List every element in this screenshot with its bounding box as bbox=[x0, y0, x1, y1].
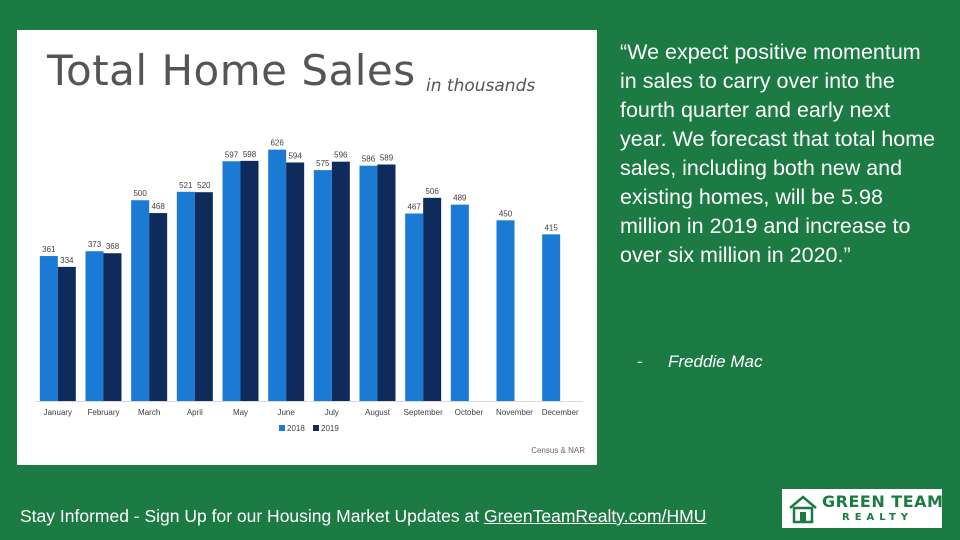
bar-2018-november bbox=[496, 220, 515, 401]
x-tick-label: September bbox=[404, 408, 443, 417]
bar-2018-october bbox=[450, 204, 469, 401]
data-label: 594 bbox=[288, 151, 302, 160]
data-label: 596 bbox=[334, 151, 348, 160]
bar-chart: 361 334 January 373 368 February 500 468 March 52… bbox=[35, 139, 583, 433]
data-label: 467 bbox=[407, 202, 421, 211]
source-note: Census & NAR bbox=[531, 446, 585, 455]
data-label: 415 bbox=[544, 223, 558, 232]
legend-swatch-2019 bbox=[313, 425, 319, 431]
house-icon bbox=[789, 495, 817, 524]
chart-title: Total Home Sales bbox=[47, 46, 416, 95]
bar-2018-april bbox=[176, 191, 195, 401]
x-tick-label: January bbox=[44, 408, 72, 417]
data-label: 368 bbox=[106, 242, 120, 251]
bar-2019-july bbox=[331, 161, 350, 401]
data-label: 500 bbox=[133, 189, 147, 198]
bar-2018-february bbox=[85, 251, 104, 401]
data-label: 597 bbox=[225, 150, 239, 159]
quote-text: “We expect positive momentum in sales to… bbox=[620, 40, 936, 267]
x-tick-label: August bbox=[365, 408, 391, 417]
legend-label-2019: 2019 bbox=[321, 424, 339, 433]
bar-2018-december bbox=[542, 234, 561, 401]
bar-2019-august bbox=[377, 164, 396, 401]
x-tick-label: June bbox=[277, 408, 295, 417]
x-tick-label: November bbox=[496, 408, 533, 417]
data-label: 468 bbox=[151, 202, 165, 211]
footer-message: Stay Informed - Sign Up for our Housing … bbox=[20, 506, 484, 526]
bar-2019-september bbox=[423, 197, 442, 401]
bar-2019-may bbox=[240, 160, 259, 401]
x-tick-label: December bbox=[542, 408, 579, 417]
bar-2019-february bbox=[103, 253, 122, 401]
x-tick-label: April bbox=[187, 408, 203, 417]
bar-2018-may bbox=[222, 161, 241, 401]
x-tick-label: October bbox=[455, 408, 484, 417]
chart-subtitle: in thousands bbox=[426, 76, 536, 96]
bar-2018-august bbox=[359, 165, 378, 401]
x-tick-label: February bbox=[87, 408, 119, 417]
data-label: 520 bbox=[197, 181, 211, 190]
logo-line2: REALTY bbox=[842, 512, 914, 523]
bar-2019-june bbox=[286, 162, 305, 401]
data-label: 373 bbox=[88, 240, 102, 249]
data-label: 589 bbox=[380, 153, 394, 162]
legend-label-2018: 2018 bbox=[287, 424, 305, 433]
logo-line1: GREEN TEAM bbox=[822, 492, 942, 511]
quote-attribution: - Freddie Mac bbox=[637, 352, 762, 372]
bar-2018-september bbox=[405, 213, 424, 401]
data-label: 575 bbox=[316, 159, 330, 168]
footer-text: Stay Informed - Sign Up for our Housing … bbox=[20, 506, 706, 527]
bar-2019-march bbox=[149, 213, 168, 401]
bar-2018-june bbox=[268, 149, 287, 401]
data-label: 626 bbox=[270, 139, 284, 148]
footer-link[interactable]: GreenTeamRealty.com/HMU bbox=[483, 506, 707, 526]
attribution-name: Freddie Mac bbox=[668, 352, 763, 371]
attribution-dash: - bbox=[637, 352, 643, 371]
data-label: 586 bbox=[362, 155, 376, 164]
data-label: 361 bbox=[42, 245, 56, 254]
bar-2018-march bbox=[131, 200, 150, 401]
data-label: 598 bbox=[243, 150, 257, 159]
bar-2018-july bbox=[313, 170, 332, 401]
data-label: 521 bbox=[179, 181, 193, 190]
company-logo: GREEN TEAM REALTY bbox=[782, 489, 942, 528]
bar-2018-january bbox=[39, 256, 58, 401]
data-label: 450 bbox=[499, 209, 513, 218]
bar-2019-april bbox=[194, 192, 213, 401]
data-label: 334 bbox=[60, 256, 74, 265]
x-tick-label: March bbox=[138, 408, 160, 417]
data-label: 489 bbox=[453, 194, 467, 203]
data-label: 506 bbox=[425, 187, 439, 196]
x-tick-label: July bbox=[325, 408, 339, 417]
chart-panel: Total Home Sales in thousands 361 334 Janu… bbox=[17, 30, 597, 465]
legend-swatch-2018 bbox=[279, 425, 285, 431]
bar-2019-january bbox=[57, 266, 76, 401]
x-tick-label: May bbox=[233, 408, 248, 417]
